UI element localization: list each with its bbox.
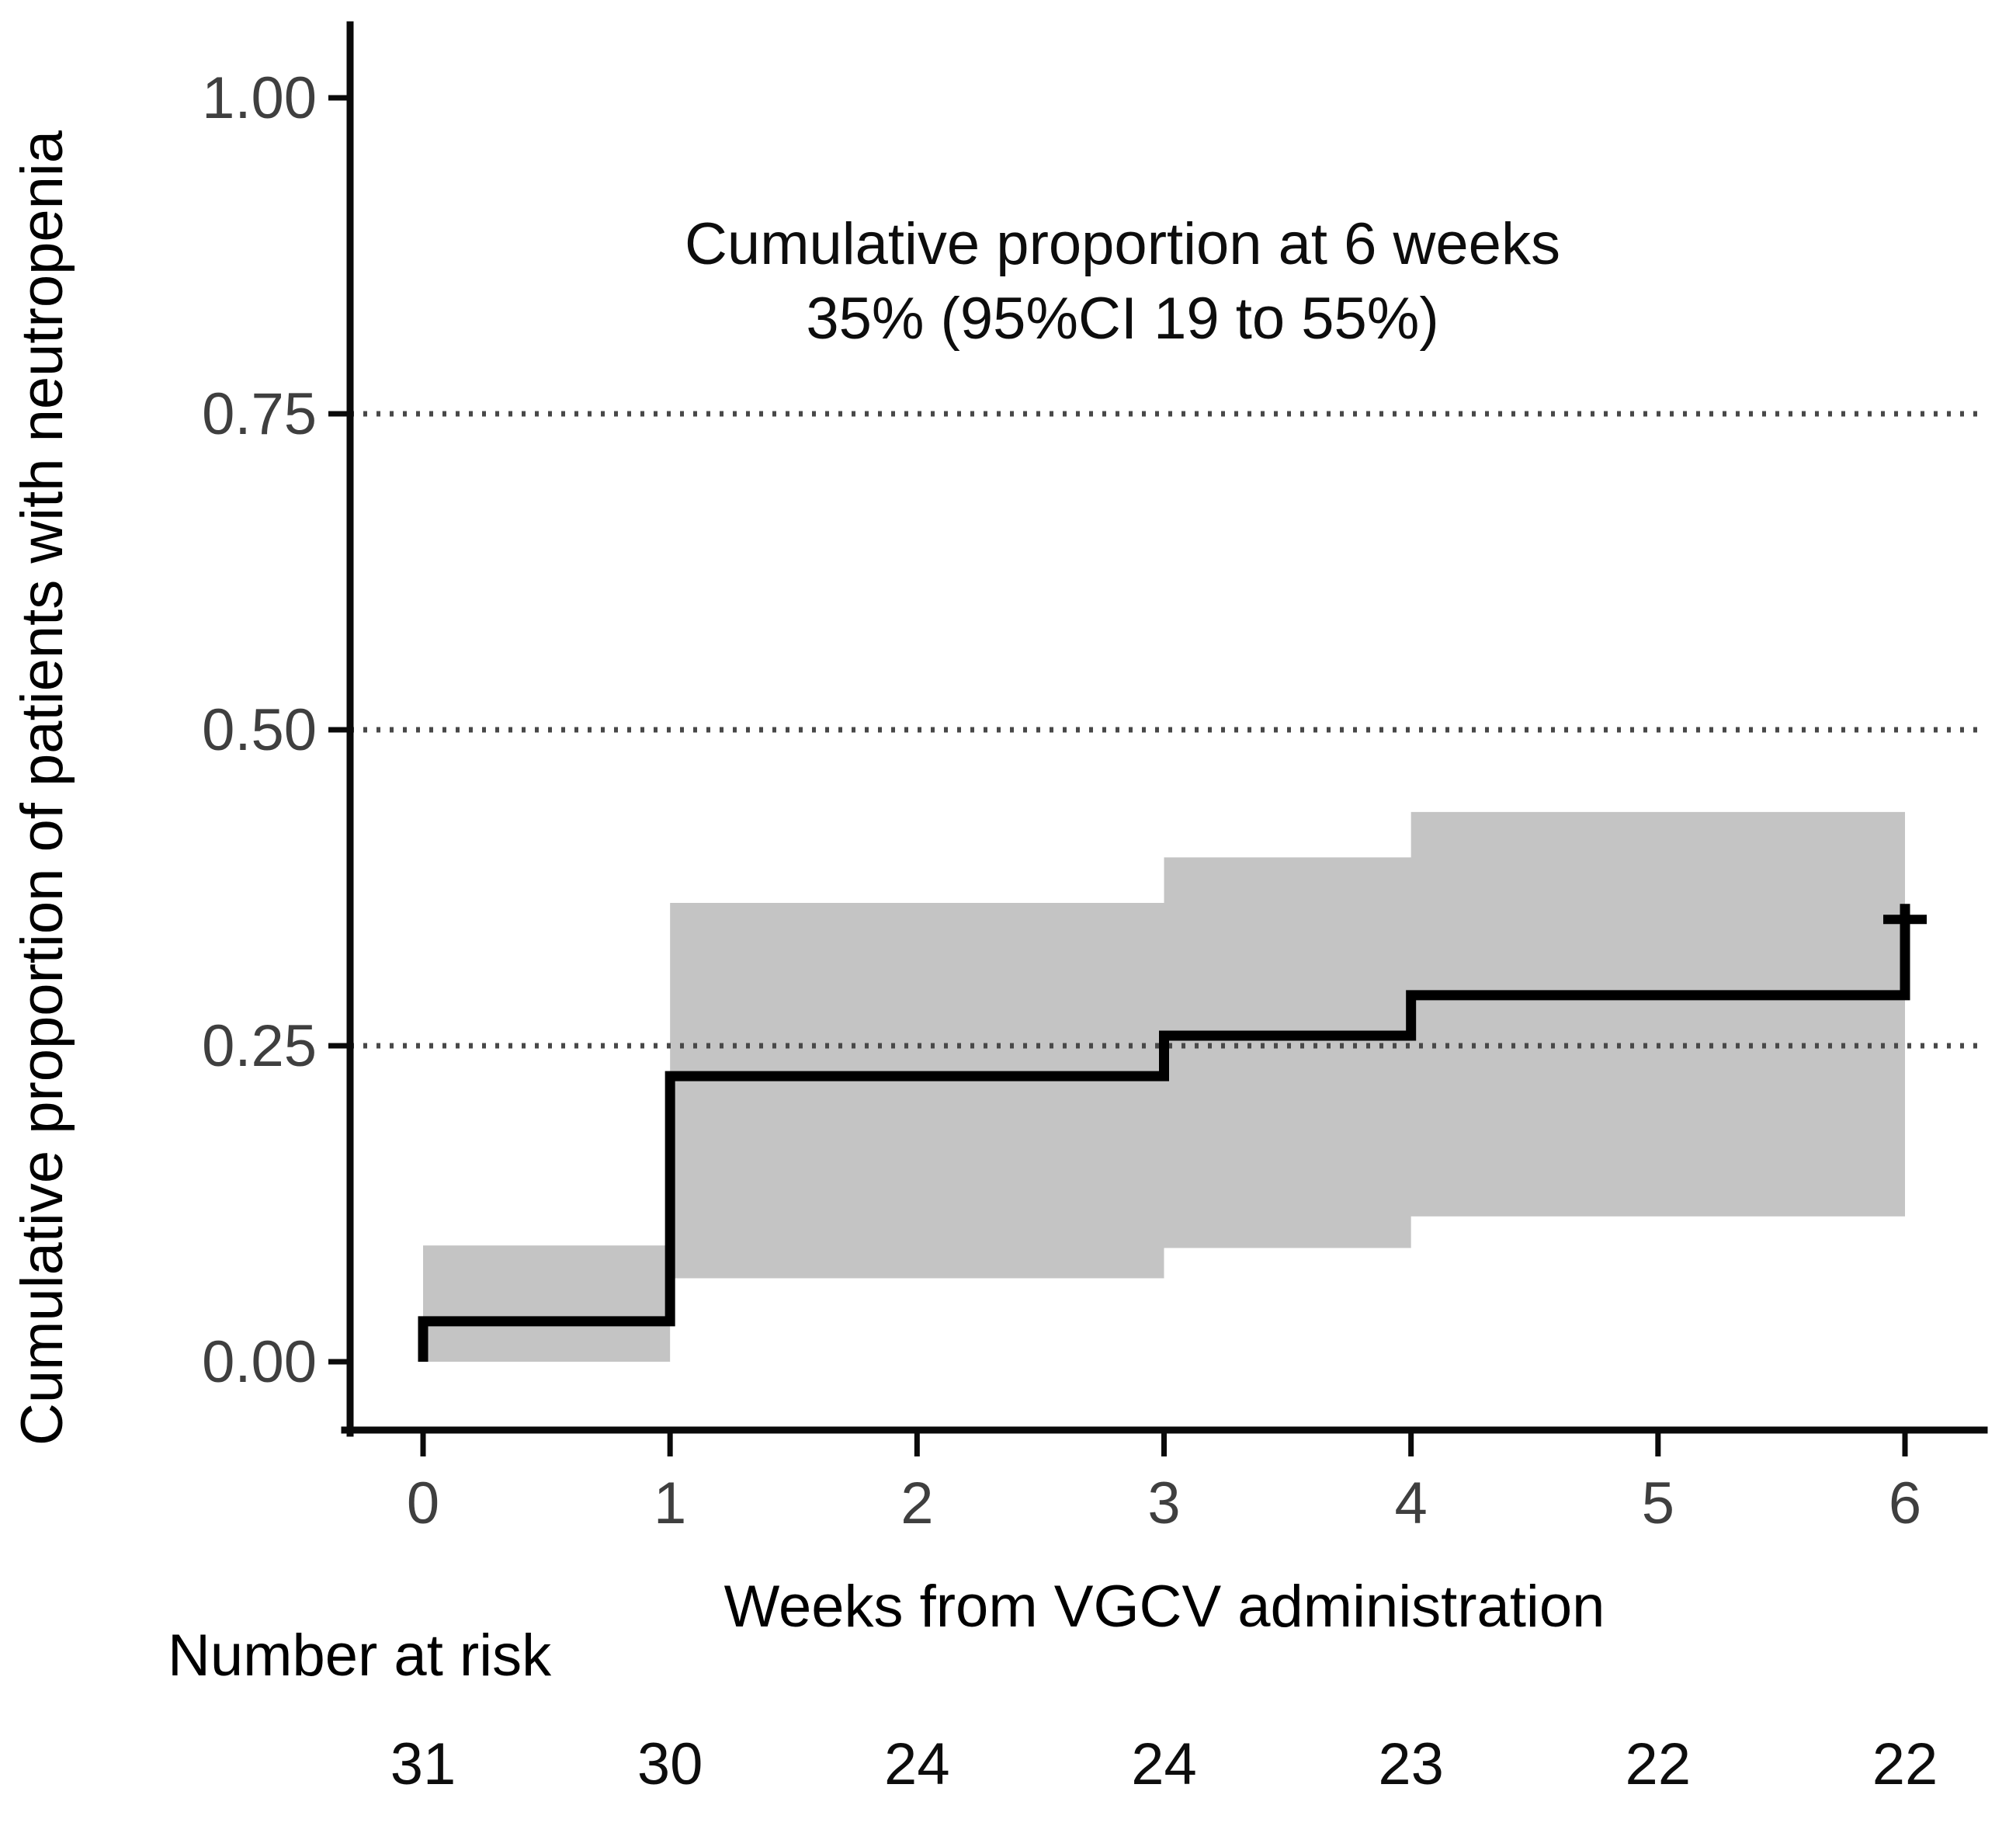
number-at-risk-value: 22 (1872, 1731, 1938, 1797)
annotation-line-2: 35% (95%CI 19 to 55%) (806, 286, 1438, 352)
km-step-curve (418, 904, 1910, 1362)
y-tick-label: 0.00 (202, 1329, 317, 1395)
confidence-band (423, 811, 1905, 1362)
x-tick-label: 5 (1642, 1470, 1674, 1536)
number-at-risk-value: 24 (884, 1731, 950, 1797)
ci-band-layer (423, 811, 1905, 1362)
annotation-line-1: Cumulative proportion at 6 weeks (685, 211, 1560, 277)
number-at-risk-value: 22 (1626, 1731, 1692, 1797)
y-tick-label: 0.50 (202, 697, 317, 763)
y-tick-label: 0.25 (202, 1013, 317, 1079)
number-at-risk-value: 31 (390, 1731, 456, 1797)
number-at-risk-label: Number at risk (168, 1623, 552, 1689)
y-axis-ticks: 0.00 0.25 0.50 0.75 1.00 (202, 65, 350, 1395)
x-tick-label: 6 (1889, 1470, 1921, 1536)
number-at-risk-value: 30 (637, 1731, 703, 1797)
x-tick-label: 0 (407, 1470, 439, 1536)
x-tick-label: 2 (900, 1470, 933, 1536)
x-tick-label: 3 (1147, 1470, 1180, 1536)
x-tick-label: 1 (654, 1470, 686, 1536)
x-axis-title: Weeks from VGCV administration (724, 1574, 1605, 1640)
km-curve-layer (418, 904, 1910, 1362)
y-tick-label: 0.75 (202, 381, 317, 447)
number-at-risk-row: 31 30 24 24 23 22 22 (390, 1731, 1938, 1797)
x-tick-label: 4 (1395, 1470, 1428, 1536)
y-tick-label: 1.00 (202, 65, 317, 131)
x-axis-ticks: 0 1 2 3 4 5 6 (407, 1430, 1921, 1536)
number-at-risk-value: 23 (1378, 1731, 1444, 1797)
number-at-risk-value: 24 (1131, 1731, 1197, 1797)
y-axis-title: Cumulative proportion of patients with n… (9, 130, 75, 1446)
